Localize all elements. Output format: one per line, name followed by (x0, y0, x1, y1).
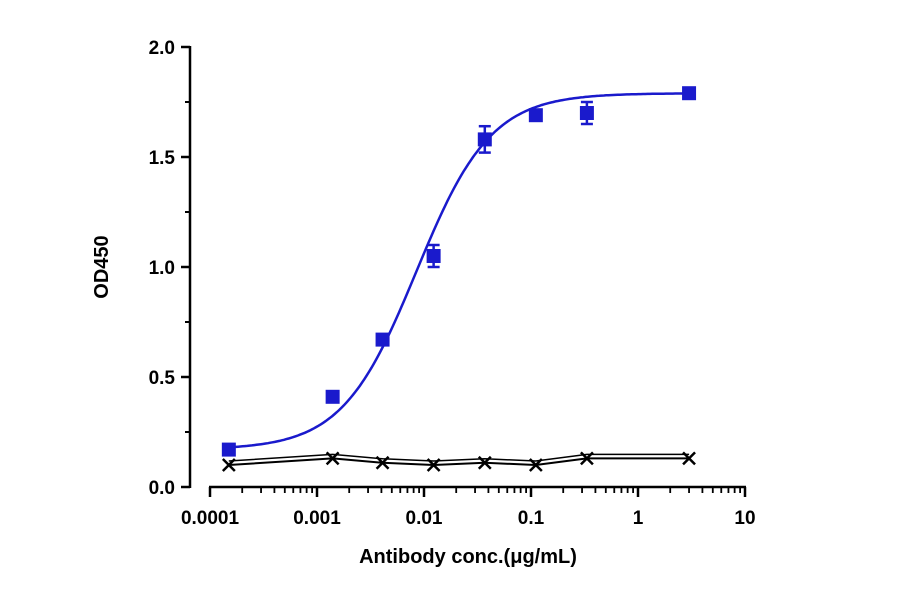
x-tick-label: 0.0001 (181, 508, 240, 529)
data-point (682, 451, 696, 466)
data-point (375, 332, 390, 347)
data-point (426, 249, 441, 263)
data-point (579, 106, 594, 120)
data-point (477, 455, 492, 470)
x-tick-label: 0.1 (518, 508, 545, 529)
data-point (477, 132, 492, 147)
series-line (228, 457, 690, 467)
x-tick-label: 1 (633, 508, 644, 529)
data-point (325, 389, 340, 404)
x-tick-label: 0.001 (293, 508, 341, 529)
data-point (580, 451, 594, 466)
series-line (228, 453, 690, 462)
data-point (221, 458, 236, 472)
y-tick-label: 1.0 (149, 258, 175, 279)
data-point (221, 442, 236, 457)
y-tick-label: 0.0 (149, 478, 175, 499)
y-tick-label: 0.5 (149, 368, 176, 389)
data-point (426, 458, 441, 472)
data-point (682, 86, 697, 101)
data-point (528, 108, 543, 123)
series-2 (221, 451, 696, 472)
x-tick-label: 0.01 (406, 508, 443, 529)
data-point (375, 455, 390, 470)
x-tick-label: 10 (734, 508, 755, 529)
y-axis-title: OD450 (91, 235, 113, 298)
series-1 (221, 86, 697, 457)
data-point (528, 458, 543, 472)
y-tick-label: 1.5 (149, 148, 176, 169)
axes: 0.0 0.5 1.0 1.5 2.0 0.0001 0.001 0.01 0.1 1 10 (149, 38, 756, 529)
plot-area (221, 86, 697, 472)
data-point (325, 451, 340, 466)
x-axis-title: Antibody conc.(μg/mL) (359, 546, 577, 568)
y-tick-label: 2.0 (149, 38, 175, 59)
fit-curve (228, 92, 690, 449)
